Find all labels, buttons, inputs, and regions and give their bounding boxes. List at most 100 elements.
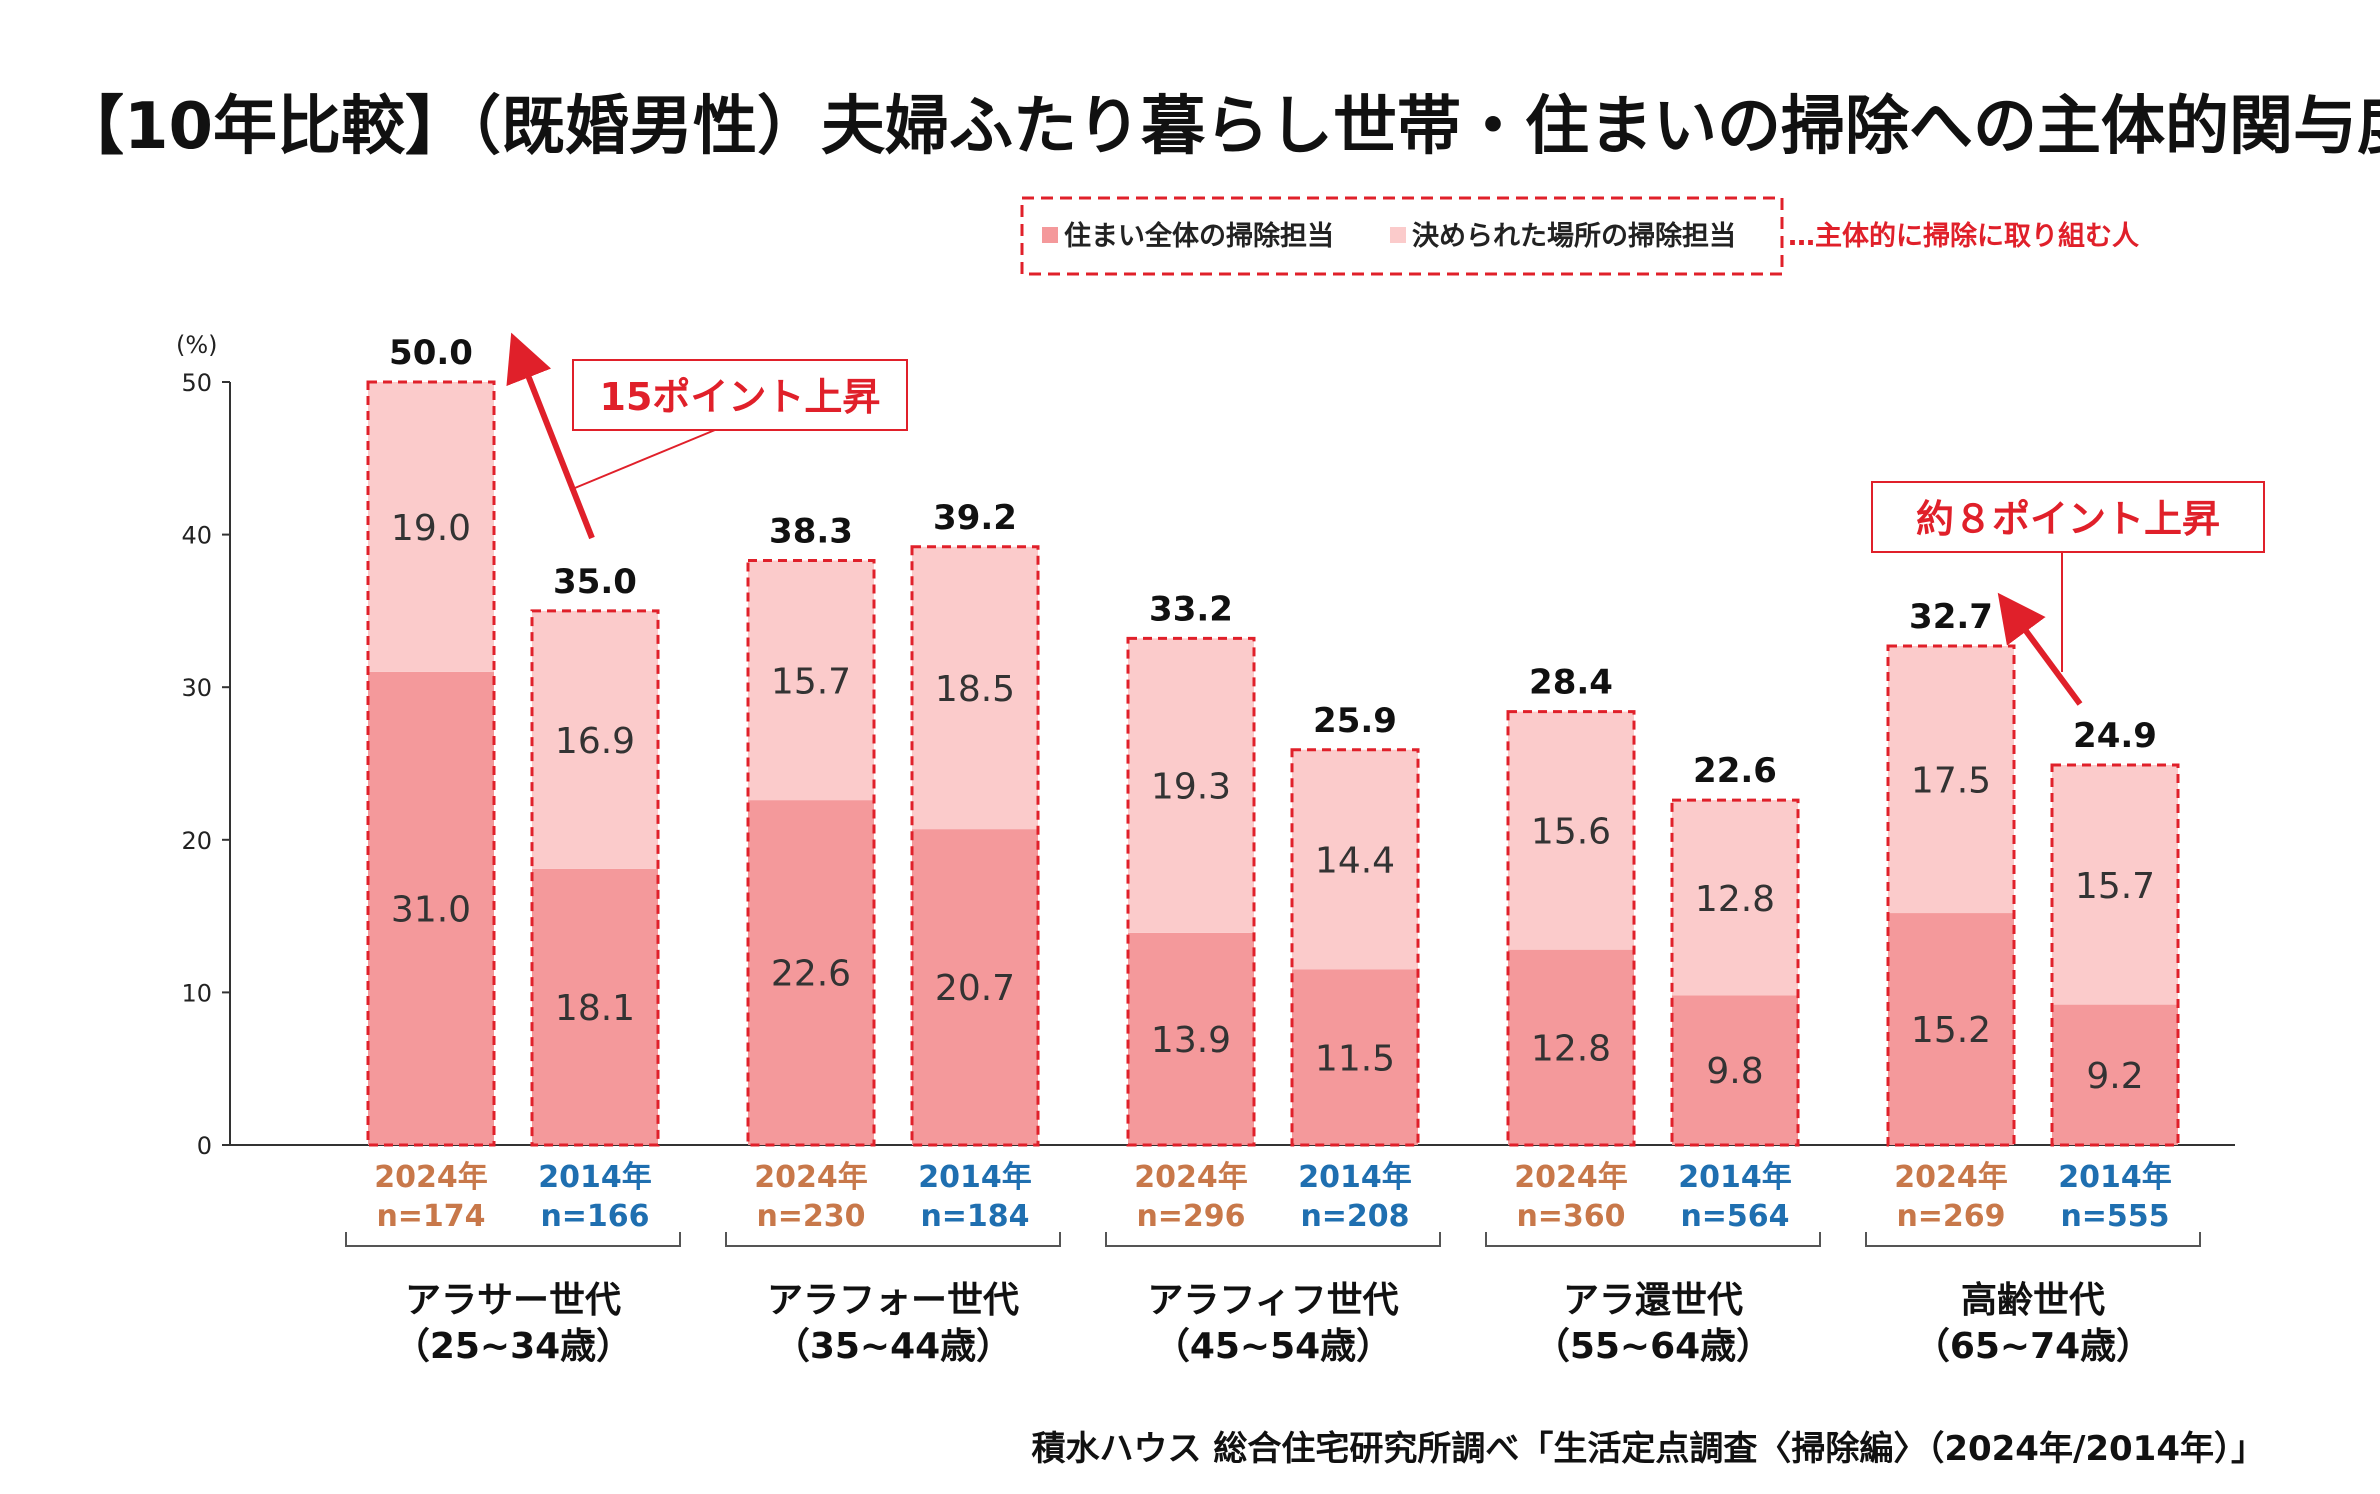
- callout-2-box: [1871, 481, 2265, 553]
- label-whole-value: 12.8: [1531, 1028, 1611, 1069]
- label-year: 2024年: [1894, 1160, 2008, 1195]
- group-name: 高齢世代: [1961, 1280, 2105, 1321]
- label-whole-value: 20.7: [935, 968, 1015, 1009]
- group-ages: （55~64歳）: [1534, 1326, 1772, 1367]
- label-year: 2014年: [2058, 1160, 2172, 1195]
- callout-2-text: 約８ポイント上昇: [1916, 497, 2220, 541]
- callout-1: 15ポイント上昇: [506, 332, 908, 540]
- bars: [366, 380, 2180, 1147]
- bar-segment-specific: [1888, 645, 2014, 914]
- label-sample-size: n=184: [920, 1199, 1029, 1234]
- label-year: 2024年: [754, 1160, 868, 1195]
- label-sample-size: n=564: [1680, 1199, 1789, 1234]
- group-ages: （45~54歳）: [1154, 1326, 1392, 1367]
- source-note: 積水ハウス 総合住宅研究所調べ「生活定点調査〈掃除編〉（2024年/2014年）…: [1031, 1429, 2265, 1469]
- label-year: 2014年: [1678, 1160, 1792, 1195]
- label-whole-value: 15.2: [1911, 1010, 1991, 1051]
- legend-swatch-specific: [1390, 227, 1406, 243]
- label-total-value: 24.9: [2073, 716, 2157, 756]
- bar-segment-whole: [1888, 913, 2014, 1145]
- group-name: アラ還世代: [1563, 1280, 1743, 1321]
- y-tick-label: 50: [181, 369, 212, 397]
- label-total-value: 50.0: [389, 333, 473, 373]
- bar-outline: [746, 559, 876, 1147]
- legend-label-specific: 決められた場所の掃除担当: [1412, 220, 1736, 252]
- label-sample-size: n=269: [1896, 1199, 2005, 1234]
- bar-outline: [1886, 644, 2016, 1147]
- bar-segment-whole: [1292, 969, 1418, 1145]
- bar-segment-specific: [1672, 800, 1798, 996]
- bar-segment-whole: [912, 829, 1038, 1145]
- bar-segment-whole: [748, 800, 874, 1145]
- label-total-value: 28.4: [1529, 663, 1613, 703]
- bar-outline: [530, 609, 660, 1147]
- bar-outline: [1670, 798, 1800, 1147]
- bar-segment-specific: [1292, 749, 1418, 970]
- group-name: アラサー世代: [405, 1280, 621, 1321]
- label-specific-value: 17.5: [1911, 761, 1991, 802]
- label-sample-size: n=208: [1300, 1199, 1409, 1234]
- bar-outline: [1506, 710, 1636, 1147]
- label-total-value: 32.7: [1909, 597, 1993, 637]
- legend-note: …主体的に掃除に取り組む人: [1788, 220, 2139, 252]
- label-sample-size: n=555: [2060, 1199, 2169, 1234]
- label-specific-value: 15.7: [771, 661, 851, 702]
- label-total-value: 39.2: [933, 498, 1017, 538]
- bar-outline: [2050, 763, 2180, 1147]
- label-whole-value: 22.6: [771, 954, 851, 995]
- label-specific-value: 12.8: [1695, 879, 1775, 920]
- bar-segment-specific: [1128, 638, 1254, 933]
- bar-segment-specific: [368, 382, 494, 672]
- legend-frame: [1020, 196, 1784, 276]
- chart-title: 【10年比較】（既婚男性）夫婦ふたり暮らし世帯・住まいの掃除への主体的関与度: [60, 90, 2380, 164]
- bar-labels: 31.0 19.0 50.0 2024年 n=174 18.1 16.9 35.0 2014年 n…: [374, 333, 2172, 1234]
- legend-swatch-whole: [1042, 227, 1058, 243]
- label-sample-size: n=360: [1516, 1199, 1625, 1234]
- y-tick-label: 30: [181, 674, 212, 702]
- callout-1-box: [572, 359, 908, 431]
- label-total-value: 25.9: [1313, 701, 1397, 741]
- callout-2: 約８ポイント上昇: [1871, 481, 2265, 706]
- group-ages: （65~74歳）: [1914, 1326, 2152, 1367]
- callout-2-arrow: [1997, 592, 2083, 706]
- label-sample-size: n=174: [376, 1199, 485, 1234]
- y-tick-label: 20: [181, 827, 212, 855]
- group-bracket: [345, 1232, 681, 1247]
- group-bracket: [1865, 1232, 2201, 1247]
- label-sample-size: n=230: [756, 1199, 865, 1234]
- bar-segment-whole: [1128, 932, 1254, 1145]
- bar-segment-whole: [368, 671, 494, 1145]
- label-total-value: 33.2: [1149, 589, 1233, 629]
- label-whole-value: 9.8: [1706, 1051, 1763, 1092]
- bar-outline: [910, 545, 1040, 1147]
- group-bracket: [1485, 1232, 1821, 1247]
- group-ages: （35~44歳）: [774, 1326, 1012, 1367]
- callout-1-arrow: [506, 332, 595, 540]
- bar-segment-whole: [532, 868, 658, 1145]
- label-total-value: 38.3: [769, 512, 853, 552]
- bar-outline: [1290, 748, 1420, 1147]
- group-bracket: [725, 1232, 1061, 1247]
- label-whole-value: 11.5: [1315, 1038, 1395, 1079]
- label-whole-value: 18.1: [555, 988, 635, 1029]
- label-whole-value: 31.0: [391, 889, 471, 930]
- label-year: 2014年: [1298, 1160, 1412, 1195]
- label-sample-size: n=296: [1136, 1199, 1245, 1234]
- group-bracket: [1105, 1232, 1441, 1247]
- y-tick-label: 10: [181, 979, 212, 1007]
- group-ages: （25~34歳）: [394, 1326, 632, 1367]
- bar-segment-whole: [1508, 949, 1634, 1145]
- group-labels: アラサー世代 （25~34歳） アラフォー世代 （35~44歳） アラフィフ世代 （45~…: [345, 1232, 2201, 1367]
- bar-segment-whole: [1672, 995, 1798, 1145]
- label-year: 2014年: [538, 1160, 652, 1195]
- label-year: 2024年: [374, 1160, 488, 1195]
- bar-segment-whole: [2052, 1004, 2178, 1145]
- bar-segment-specific: [748, 560, 874, 801]
- label-whole-value: 9.2: [2086, 1056, 2143, 1097]
- bar-segment-specific: [912, 546, 1038, 830]
- bar-segment-specific: [532, 610, 658, 869]
- legend: 住まい全体の掃除担当 決められた場所の掃除担当 …主体的に掃除に取り組む人: [1020, 196, 2139, 276]
- legend-label-whole: 住まい全体の掃除担当: [1064, 220, 1334, 252]
- label-year: 2014年: [918, 1160, 1032, 1195]
